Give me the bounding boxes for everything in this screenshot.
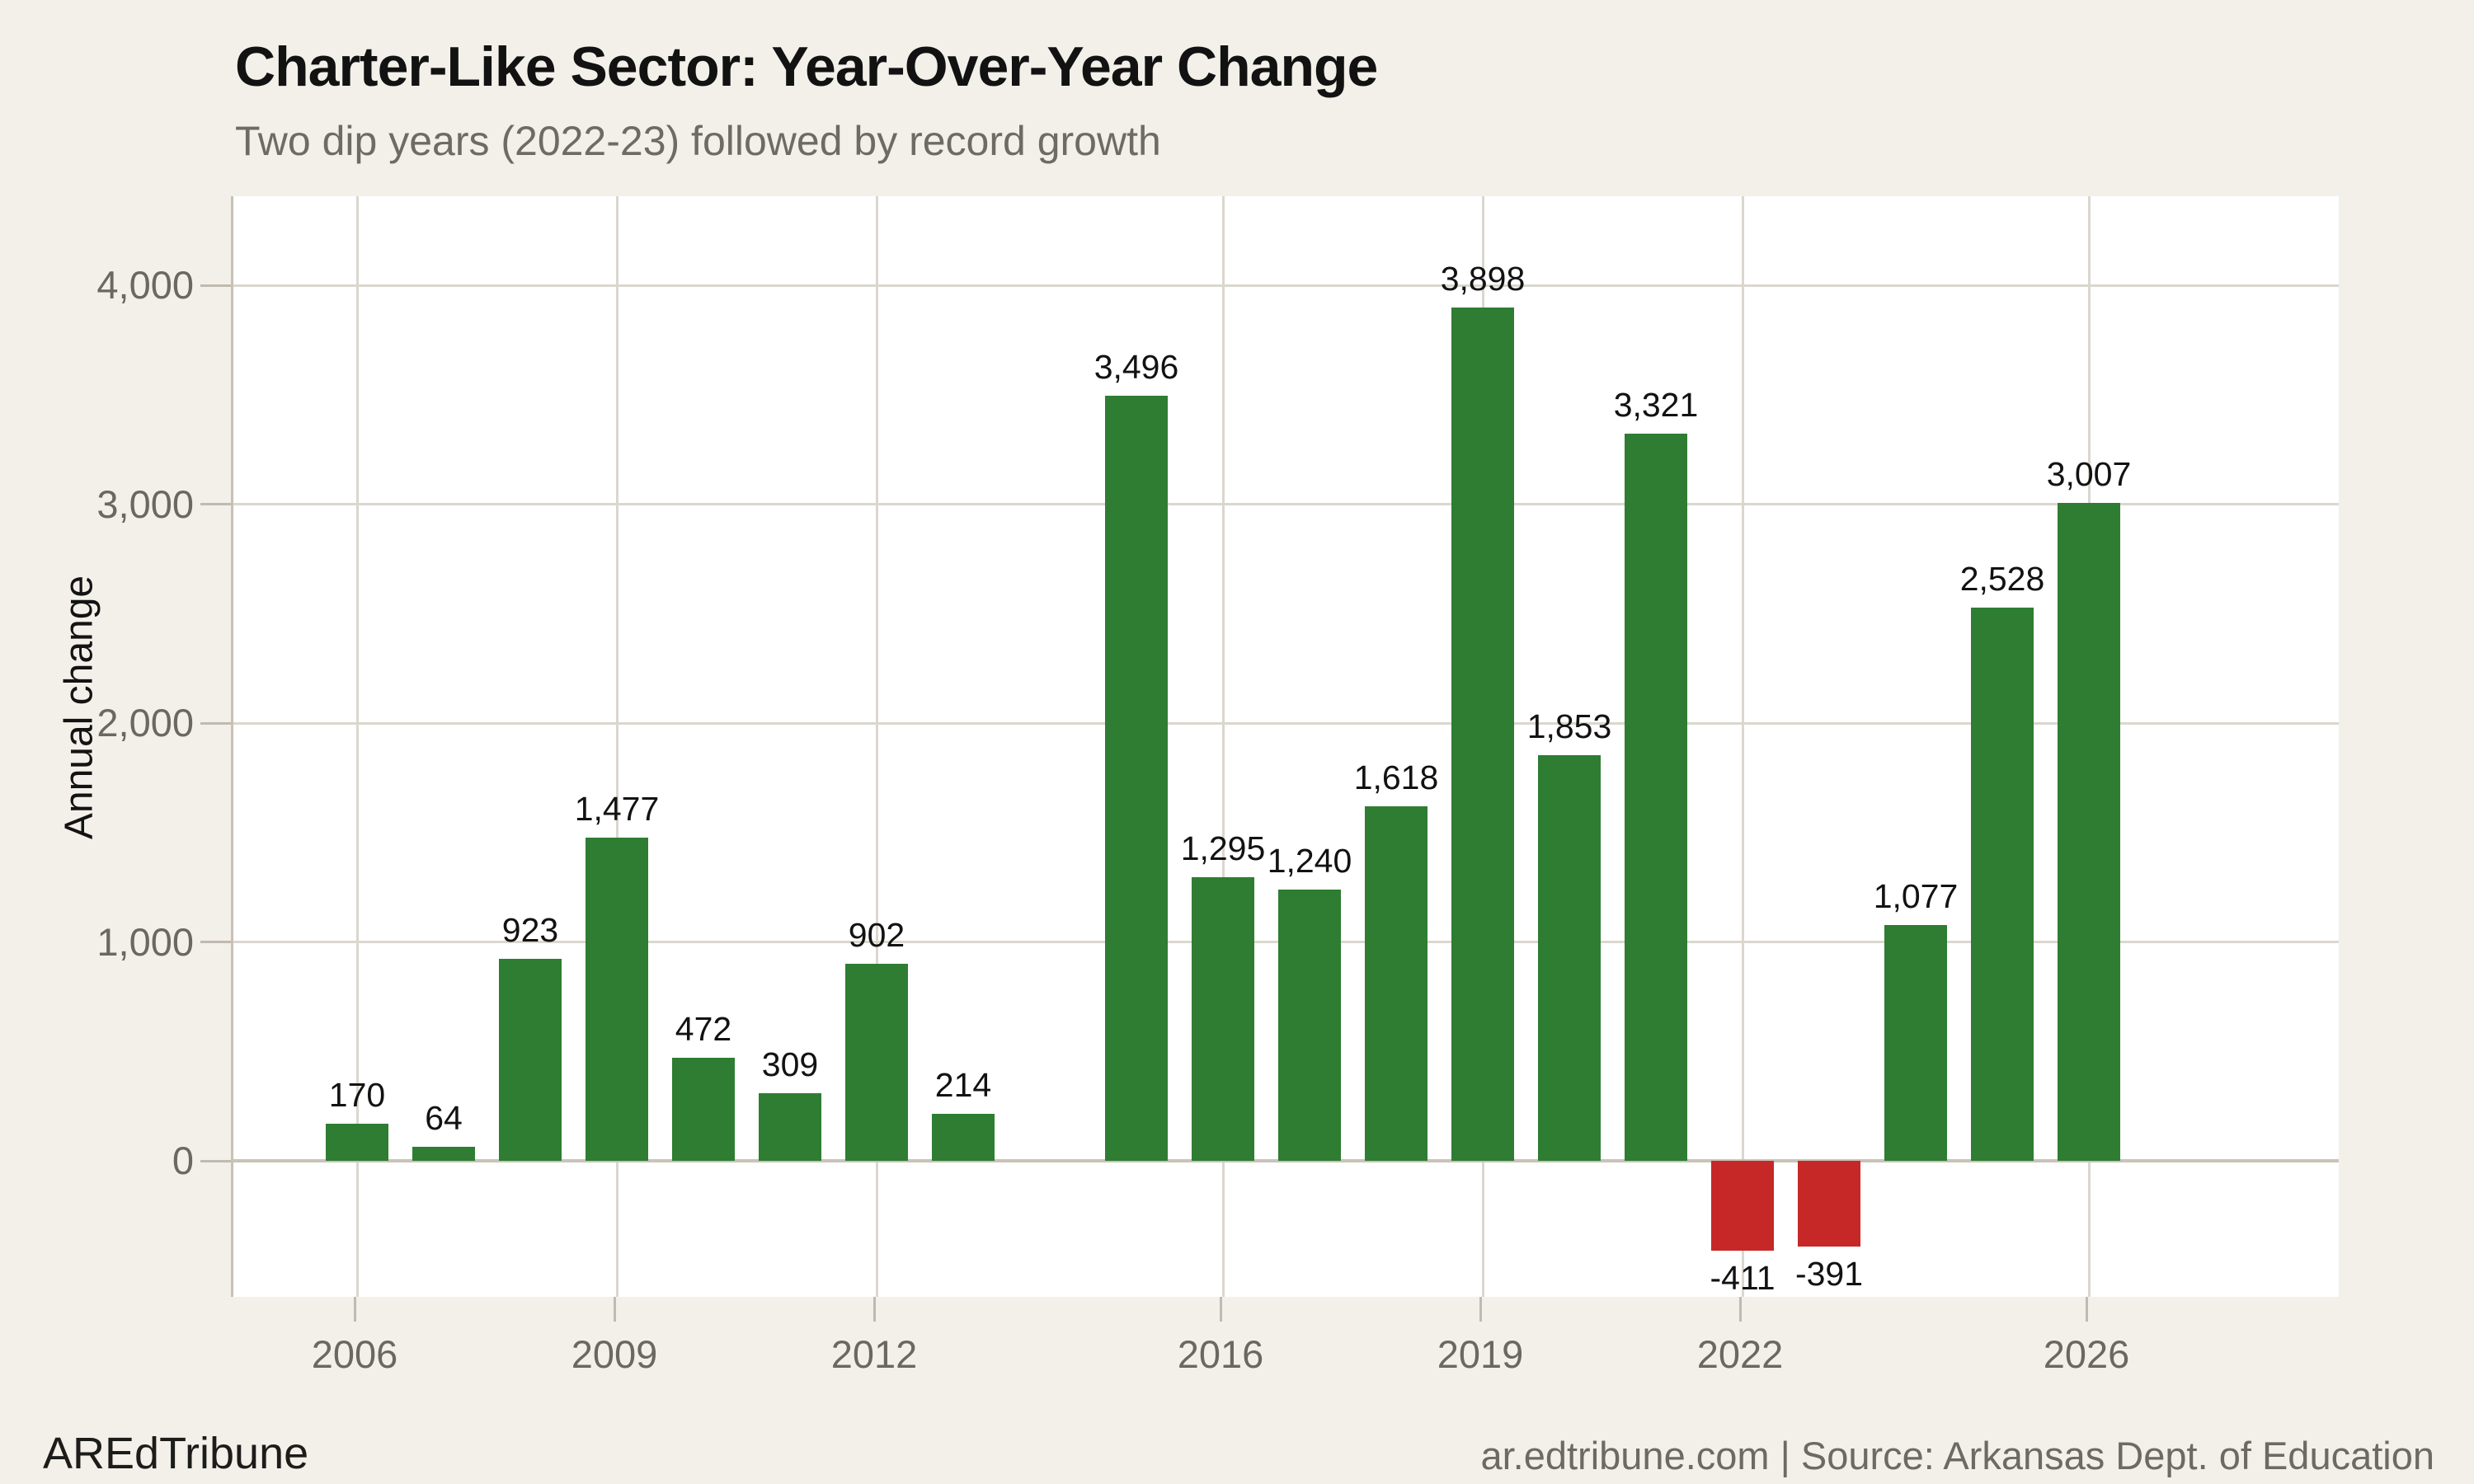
x-tick-mark [1479,1297,1482,1322]
bar [412,1147,475,1161]
x-tick-mark [613,1297,616,1322]
bar-value-label: 309 [761,1045,819,1083]
bar-value-label: 1,477 [574,789,660,828]
y-tick-label: 0 [172,1139,194,1182]
bar-value-label: 923 [501,910,559,949]
y-tick-label: 4,000 [96,263,194,307]
x-tick-label: 2006 [311,1332,398,1376]
horizontal-gridline [233,721,2339,725]
bar-value-label: -411 [1710,1259,1776,1298]
bar-value-label: 472 [675,1009,732,1048]
bar-value-label: 3,496 [1094,347,1179,386]
vertical-gridline [1221,196,1225,1297]
bar [1451,308,1514,1161]
bar [499,958,562,1161]
x-tick-mark [872,1297,876,1322]
bar-value-label: 3,007 [2046,454,2132,493]
bar-value-label: 214 [934,1066,992,1105]
bar [845,963,908,1161]
bar [1365,806,1427,1161]
bar [1711,1161,1774,1252]
bar-value-label: 2,528 [1959,559,2045,598]
bar [1971,607,2034,1161]
bar-value-label: 902 [848,915,905,954]
x-tick-mark [1738,1297,1742,1322]
y-tick-mark [200,941,231,943]
chart-subtitle: Two dip years (2022-23) followed by reco… [235,118,1161,164]
horizontal-gridline [233,284,2339,287]
bar-value-label: 1,077 [1873,877,1959,916]
bar [586,837,648,1161]
x-tick-label: 2009 [571,1332,658,1376]
bar [326,1123,388,1161]
vertical-gridline [1741,196,1744,1297]
bar [932,1114,995,1161]
y-tick-label: 1,000 [96,919,194,964]
bar [672,1057,735,1161]
vertical-gridline [875,196,878,1297]
y-tick-label: 2,000 [96,701,194,744]
bar [1538,755,1601,1161]
bar-value-label: 64 [425,1099,463,1137]
bar-value-label: 1,853 [1526,707,1612,746]
bar-value-label: -391 [1794,1254,1864,1293]
x-tick-mark [2085,1297,2088,1322]
x-tick-label: 2022 [1696,1332,1784,1376]
bar [1884,925,1947,1161]
x-tick-mark [1219,1297,1222,1322]
bar [2058,502,2120,1161]
bar-value-label: 170 [328,1075,386,1114]
x-tick-label: 2019 [1437,1332,1524,1376]
x-tick-mark [353,1297,356,1322]
y-tick-label: 3,000 [96,481,194,526]
bar-value-label: 1,295 [1180,829,1266,868]
bar-value-label: 3,321 [1613,386,1699,425]
y-tick-mark [200,1159,231,1162]
vertical-gridline [355,196,359,1297]
plot-area: 170 64 923 1,477 472 309 902 214 3,496 1,295 1,240… [231,196,2339,1297]
footer-source: ar.edtribune.com | Source: Arkansas Dept… [1480,1434,2434,1477]
x-tick-label: 2026 [2043,1332,2130,1376]
bar-value-label: 1,240 [1267,841,1352,880]
footer-brand: AREdTribune [43,1429,309,1478]
chart-title: Charter-Like Sector: Year-Over-Year Chan… [235,35,1378,98]
bar [1105,395,1168,1161]
horizontal-gridline [233,503,2339,505]
bar [759,1092,821,1161]
zero-baseline [233,1159,2339,1162]
bar [1278,889,1341,1161]
bar [1798,1161,1860,1247]
x-tick-label: 2016 [1177,1332,1264,1376]
y-tick-mark [200,721,231,725]
y-tick-mark [200,503,231,505]
bar [1192,877,1254,1161]
bar-value-label: 3,898 [1440,260,1526,298]
vertical-gridline [615,196,618,1297]
x-tick-label: 2012 [830,1332,918,1376]
bar-value-label: 1,618 [1353,758,1439,797]
y-tick-mark [200,284,231,287]
bar [1625,434,1687,1161]
